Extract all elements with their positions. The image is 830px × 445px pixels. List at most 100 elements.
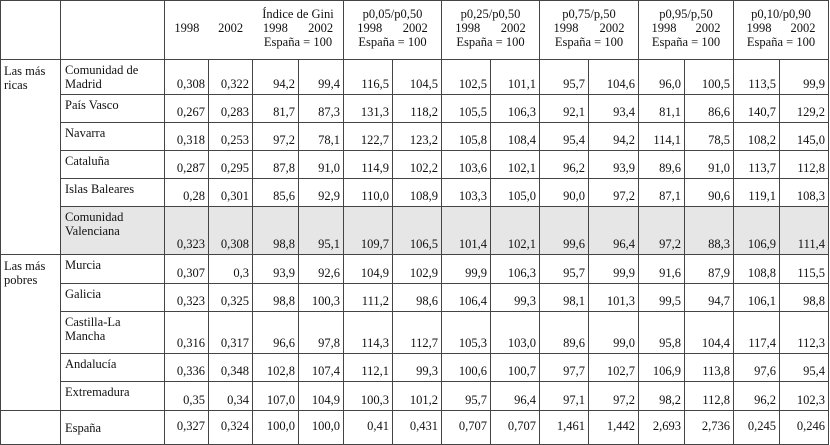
cell: 96,2 [539, 150, 589, 179]
cell: 0,41 [343, 410, 393, 445]
cell: 99,9 [779, 59, 829, 95]
cell: 115,5 [779, 254, 829, 284]
gini-year-2002: 2002 [218, 21, 244, 35]
cell: 97,8 [298, 311, 344, 354]
p10-header: p0,10/p0,90 1998 2002 España = 100 [733, 0, 829, 60]
cell: 100,5 [684, 59, 734, 95]
cell: 89,6 [638, 150, 685, 179]
cell: 0,707 [490, 410, 540, 445]
p95-title: p0,95/p,50 [659, 7, 713, 21]
cell: 0,327 [164, 410, 209, 445]
cell: 0,34 [208, 381, 253, 411]
cell: 95,8 [638, 311, 685, 354]
cell: 96,4 [490, 381, 540, 411]
cell: 92,9 [298, 178, 344, 207]
cell: 107,4 [298, 353, 344, 382]
cell: 111,2 [343, 283, 393, 312]
cell: 95,7 [539, 254, 589, 284]
cell: 99,3 [392, 353, 442, 382]
cell: 100,3 [298, 283, 344, 312]
table-row: País Vasco 0,267 0,283 81,7 87,3 131,3 118,2 1… [1, 94, 829, 123]
cell: 1,461 [539, 410, 589, 445]
cell: 91,6 [638, 254, 685, 284]
cell: 100,0 [298, 410, 344, 445]
cell: 95,4 [539, 122, 589, 151]
cell: 98,6 [392, 283, 442, 312]
cell: 140,7 [733, 94, 780, 123]
p95-year-2002: 2002 [695, 21, 721, 35]
cell: 108,9 [392, 178, 442, 207]
cell: 90,0 [539, 178, 589, 207]
header-empty-region [60, 0, 165, 60]
cell: 106,3 [490, 94, 540, 123]
cell: 108,8 [733, 254, 780, 284]
cell: 102,7 [588, 353, 639, 382]
cell: 99,9 [441, 254, 491, 284]
cell: 0,301 [208, 178, 253, 207]
cell: 104,4 [684, 311, 734, 354]
table-row: Las más ricas Comunidad de Madrid 0,308 0… [0, 59, 829, 255]
region-label: Islas Baleares [60, 178, 165, 207]
cell: 78,1 [298, 122, 344, 151]
region-label: Navarra [60, 122, 165, 151]
cell: 112,7 [392, 311, 442, 354]
region-label: Galicia [60, 283, 165, 312]
cell: 106,9 [733, 206, 780, 255]
cell: 100,7 [490, 353, 540, 382]
cell: 87,9 [684, 254, 734, 284]
cell: 100,3 [343, 381, 393, 411]
p25-year-1998: 1998 [455, 21, 481, 35]
cell: 97,2 [588, 178, 639, 207]
cell: 0,324 [208, 410, 253, 445]
cell: 102,5 [441, 59, 491, 95]
cell: 97,1 [539, 381, 589, 411]
cell: 0,318 [164, 122, 209, 151]
cell: 102,3 [779, 381, 829, 411]
cell: 93,9 [588, 150, 639, 179]
cell: 108,3 [779, 178, 829, 207]
cell: 116,5 [343, 59, 393, 95]
cell: 92,6 [298, 254, 344, 284]
cell: 92,1 [539, 94, 589, 123]
region-label: Comunidad de Madrid [60, 59, 165, 95]
cell: 0,283 [208, 94, 253, 123]
cell: 118,2 [392, 94, 442, 123]
cell: 99,9 [588, 254, 639, 284]
cell: 0,431 [392, 410, 442, 445]
table-row: Galicia 0,323 0,325 98,8 100,3 111,2 98,6 106,… [1, 283, 829, 312]
cell: 103,6 [441, 150, 491, 179]
cell: 110,0 [343, 178, 393, 207]
cell: 95,7 [441, 381, 491, 411]
cell: 0,295 [208, 150, 253, 179]
cell: 97,6 [733, 353, 780, 382]
cell: 94,7 [684, 283, 734, 312]
cell: 89,6 [539, 311, 589, 354]
gini-subtitle: España = 100 [263, 35, 333, 49]
cell: 81,7 [252, 94, 299, 123]
cell: 114,1 [638, 122, 685, 151]
cell: 98,1 [539, 283, 589, 312]
cell: 0,707 [441, 410, 491, 445]
cell: 98,8 [252, 206, 299, 255]
cell: 88,3 [684, 206, 734, 255]
cell: 0,323 [164, 206, 209, 255]
cell: 109,7 [343, 206, 393, 255]
cell: 104,5 [392, 59, 442, 95]
cell: 0,308 [208, 206, 253, 255]
cell: 2,736 [684, 410, 734, 445]
cell: 100,0 [252, 410, 299, 445]
p25-header: p0,25/p0,50 1998 2002 España = 100 [441, 0, 540, 60]
cell: 0,287 [164, 150, 209, 179]
total-group-empty [0, 410, 61, 445]
gini-title: Índice de Gini [262, 7, 334, 21]
gini-index-year-1998: 1998 [262, 21, 288, 35]
cell: 0,246 [779, 410, 829, 445]
p05-subtitle: España = 100 [358, 35, 427, 49]
p75-header: p0,75/p,50 1998 2002 España = 100 [539, 0, 639, 60]
table-row: Cataluña 0,287 0,295 87,8 91,0 114,9 102,2 103… [1, 150, 829, 179]
cell: 99,5 [638, 283, 685, 312]
cell: 108,4 [490, 122, 540, 151]
p05-header: p0,05/p0,50 1998 2002 España = 100 [343, 0, 442, 60]
total-row: España 0,327 0,324 100,0 100,0 0,41 0,431 0,70… [0, 410, 829, 445]
cell: 95,7 [539, 59, 589, 95]
